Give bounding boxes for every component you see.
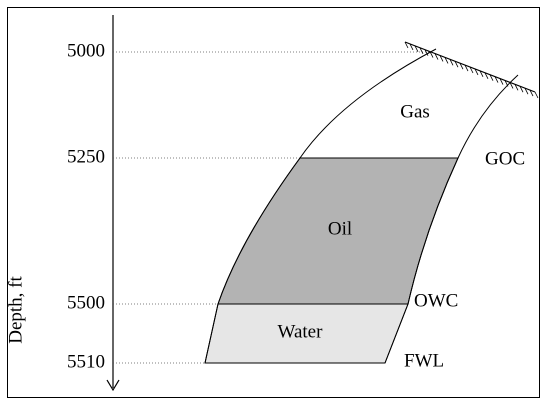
hatch-mark — [524, 87, 529, 95]
hatch-mark — [459, 62, 464, 70]
zone-label: Oil — [328, 218, 352, 239]
hatch-mark — [429, 51, 434, 58]
hatch-mark — [469, 66, 474, 74]
axis-arrow — [106, 379, 120, 392]
hatch-mark — [419, 47, 424, 54]
hatch-mark — [479, 70, 484, 78]
hatch-mark — [504, 80, 509, 87]
hatch-mark — [489, 74, 494, 81]
depth-label: 5000 — [67, 40, 105, 61]
reservoir-top — [204, 48, 437, 364]
depth-label: 5500 — [67, 292, 105, 313]
hatch-mark — [464, 64, 469, 72]
zone-label: Gas — [400, 101, 430, 122]
surface-hatch — [404, 41, 539, 99]
hatch-mark — [499, 78, 504, 85]
frame — [7, 7, 540, 398]
hatch-mark — [434, 53, 439, 60]
contact-label: FWL — [404, 350, 444, 371]
axis-label: Depth, ft — [5, 276, 26, 344]
hatch-mark — [494, 76, 499, 83]
zone-label: Water — [278, 321, 324, 342]
hatch-mark — [519, 86, 524, 93]
hatch-mark — [454, 61, 459, 68]
hatch-mark — [424, 49, 429, 56]
hatch-mark — [444, 57, 449, 64]
depth-label: 5510 — [67, 351, 105, 372]
hatch-mark — [404, 41, 409, 49]
reservoir-base — [384, 74, 519, 364]
hatch-mark — [474, 68, 479, 76]
hatch-mark — [514, 84, 519, 91]
contact-label: OWC — [414, 290, 458, 311]
hatch-mark — [449, 59, 454, 66]
hatch-mark — [484, 72, 489, 79]
contact-label: GOC — [485, 148, 525, 169]
depth-label: 5250 — [67, 146, 105, 167]
hatch-mark — [439, 55, 444, 62]
hatch-mark — [414, 45, 419, 53]
hatch-mark — [534, 91, 539, 99]
hatch-mark — [409, 43, 414, 51]
hatch-mark — [509, 82, 514, 89]
hatch-mark — [529, 89, 534, 97]
